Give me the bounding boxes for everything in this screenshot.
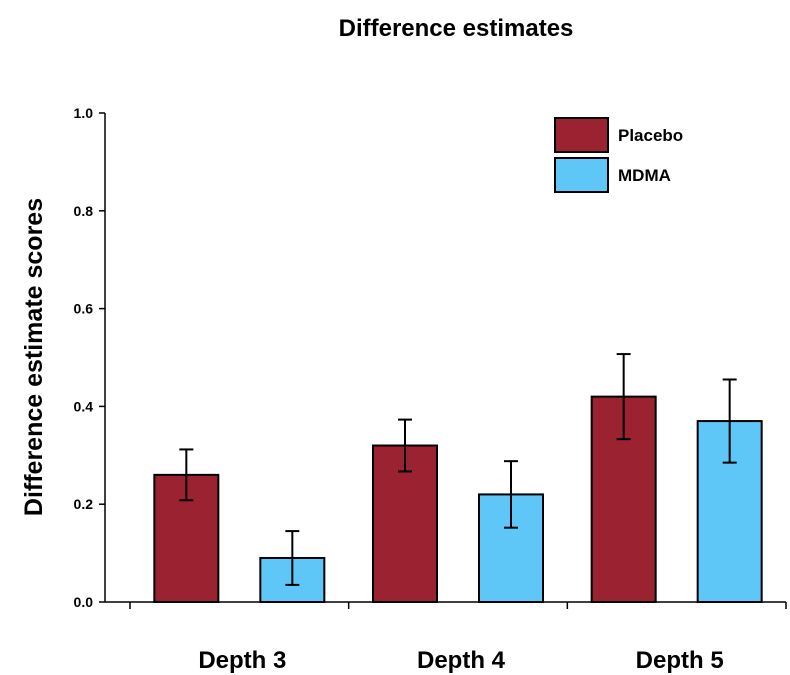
plot-area (153, 353, 763, 604)
x-tick-label: Depth 4 (417, 647, 506, 674)
legend-label-placebo: Placebo (618, 126, 683, 145)
legend-swatch-placebo (554, 117, 609, 153)
y-tick-label: 0.0 (74, 594, 94, 610)
x-tick-label: Depth 5 (636, 647, 724, 674)
y-tick-label: 0.8 (74, 203, 94, 219)
chart-title: Difference estimates (339, 15, 574, 42)
y-tick-label: 0.6 (74, 301, 94, 317)
x-axis: Depth 3 Depth 4 Depth 5 (105, 601, 787, 674)
y-tick-label: 0.2 (74, 496, 94, 512)
x-tick-label: Depth 3 (198, 647, 286, 674)
legend-swatch-mdma (554, 157, 609, 193)
y-tick-label: 1.0 (74, 105, 94, 121)
y-tick-label: 0.4 (74, 398, 94, 414)
y-axis-label: Difference estimate scores (20, 198, 48, 516)
legend: Placebo MDMA (554, 117, 683, 193)
legend-label-mdma: MDMA (618, 166, 671, 185)
y-axis: 0.0 0.2 0.4 0.6 0.8 1.0 (74, 105, 106, 610)
